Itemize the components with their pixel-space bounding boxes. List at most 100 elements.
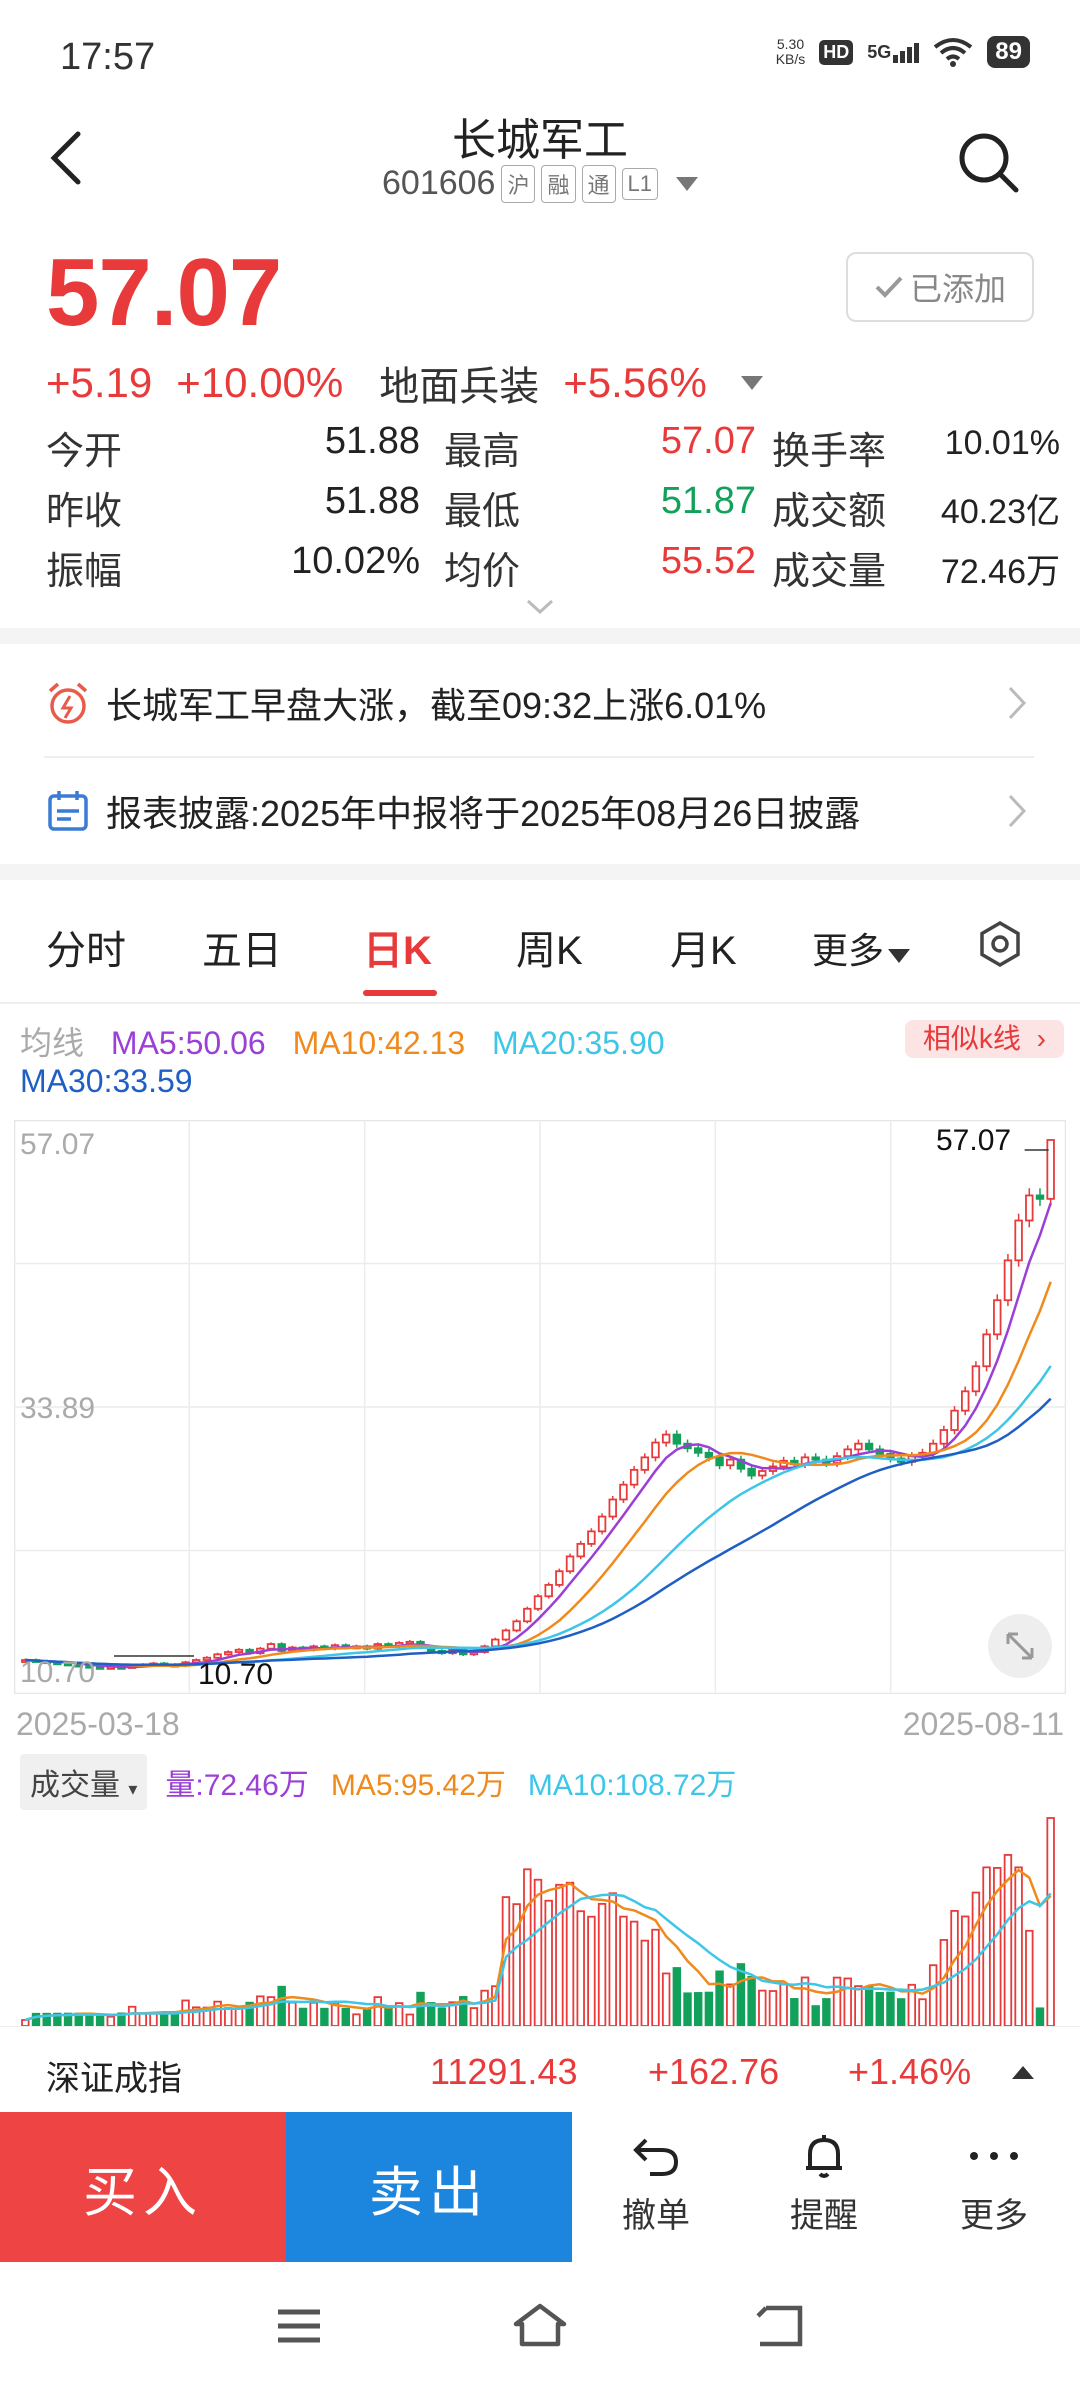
volume-bar bbox=[640, 1939, 650, 2026]
candle-body bbox=[1035, 1194, 1045, 1200]
volume-bar bbox=[875, 1991, 884, 2026]
volume-bar bbox=[704, 1991, 714, 2026]
alert-label: 提醒 bbox=[790, 2197, 858, 2235]
volume-bar bbox=[918, 1998, 927, 2026]
ma30-line bbox=[25, 1397, 1052, 1666]
stat-label: 最低 bbox=[444, 491, 521, 533]
volume-bar bbox=[127, 2005, 137, 2026]
y-axis-top-label: 57.07 bbox=[20, 1128, 96, 1161]
candle-body bbox=[576, 1542, 585, 1558]
buy-button[interactable]: 买入 bbox=[0, 2112, 286, 2262]
watchlist-added-button[interactable]: 已添加 bbox=[846, 252, 1034, 322]
market-index-bar[interactable]: 深证成指 11291.43 +162.76 +1.46% bbox=[0, 2026, 1080, 2114]
tab-daily-k[interactable]: 日K bbox=[363, 929, 432, 973]
change-line: +5.19 +10.00% 地面兵装 +5.56% bbox=[46, 354, 763, 412]
candle-body bbox=[693, 1447, 703, 1454]
candle-body bbox=[715, 1456, 724, 1467]
ma5-value: MA5:50.06 bbox=[110, 1025, 266, 1061]
expand-chevron-icon[interactable] bbox=[525, 598, 555, 616]
volume-indicator-select[interactable]: 成交量 ▾ bbox=[20, 1754, 148, 1810]
volume-bar bbox=[726, 1983, 735, 2026]
tab-five-day[interactable]: 五日 bbox=[202, 929, 282, 973]
volume-bar bbox=[993, 1867, 1002, 2026]
fullscreen-button[interactable] bbox=[988, 1614, 1052, 1678]
min-price-label: 10.70 bbox=[198, 1658, 274, 1691]
sector-name[interactable]: 地面兵装 bbox=[379, 365, 540, 409]
candle-body bbox=[961, 1390, 970, 1412]
candle-body bbox=[597, 1515, 607, 1533]
candle-body bbox=[854, 1442, 863, 1451]
volume-legend: 成交量 ▾ 量:72.46万 MA5:95.42万 MA10:108.72万 bbox=[20, 1754, 758, 1810]
volume-chart[interactable] bbox=[14, 1804, 1066, 2026]
volume-bar bbox=[779, 1983, 788, 2026]
news-item[interactable]: 长城军工早盘大涨，截至09:32上涨6.01% bbox=[44, 650, 1034, 756]
max-price-label: 57.07 bbox=[936, 1124, 1012, 1157]
candle-body bbox=[224, 1651, 233, 1656]
chart-settings-icon[interactable] bbox=[976, 920, 1024, 968]
tab-more[interactable]: 更多 bbox=[812, 922, 911, 974]
chart-tabs: 分时 五日 日K 周K 月K 更多 bbox=[0, 880, 1080, 1000]
volume-bar bbox=[149, 2012, 158, 2026]
volume-bar bbox=[715, 1970, 724, 2026]
candle-body bbox=[523, 1607, 532, 1623]
tab-monthly-k[interactable]: 月K bbox=[670, 929, 737, 973]
volume-bar bbox=[950, 1910, 959, 2026]
candle-body bbox=[555, 1570, 564, 1586]
cancel-order-button[interactable]: 撤单 bbox=[576, 2130, 736, 2237]
tab-weekly-k[interactable]: 周K bbox=[516, 929, 583, 973]
ma-legend: 均线 MA5:50.06 MA10:42.13 MA20:35.90 MA30:… bbox=[20, 1024, 1060, 1100]
back-nav-icon[interactable] bbox=[752, 2302, 806, 2350]
volume-bar bbox=[138, 2012, 148, 2026]
sector-dropdown-icon[interactable] bbox=[740, 376, 763, 390]
volume-bar bbox=[277, 1985, 286, 2026]
volume-bar bbox=[523, 1868, 532, 2026]
wifi-icon bbox=[934, 38, 973, 67]
date-start: 2025-03-18 bbox=[16, 1706, 180, 1742]
stat-value: 10.02% bbox=[291, 540, 420, 582]
news-item[interactable]: 报表披露:2025年中报将于2025年08月26日披露 bbox=[44, 758, 1034, 864]
more-actions-button[interactable]: 更多 bbox=[914, 2130, 1074, 2237]
candle-body bbox=[491, 1638, 500, 1648]
stat-value: 51.87 bbox=[660, 480, 756, 522]
fullscreen-icon bbox=[1006, 1632, 1034, 1660]
dropdown-caret-icon[interactable] bbox=[676, 176, 698, 191]
volume-bar bbox=[651, 1928, 660, 2026]
stock-code-line[interactable]: 601606 沪 融 通 L1 bbox=[0, 164, 1080, 203]
volume-bar bbox=[352, 2013, 361, 2026]
candle-body bbox=[501, 1629, 511, 1641]
news-separator bbox=[44, 756, 1034, 758]
candle-body bbox=[533, 1595, 543, 1610]
candle-body bbox=[747, 1467, 756, 1477]
candle-body bbox=[661, 1433, 671, 1444]
volume-bar bbox=[790, 1998, 799, 2026]
index-name: 深证成指 bbox=[46, 2060, 182, 2098]
candlestick-chart[interactable] bbox=[14, 1120, 1066, 1694]
home-icon[interactable] bbox=[510, 2300, 570, 2350]
similar-k-button[interactable]: 相似k线 › bbox=[904, 1020, 1064, 1058]
candle-body bbox=[982, 1333, 991, 1368]
alert-button[interactable]: 提醒 bbox=[744, 2130, 904, 2237]
back-arrow-icon[interactable] bbox=[46, 130, 86, 186]
volume-bar bbox=[1003, 1854, 1013, 2026]
candle-body bbox=[864, 1442, 874, 1451]
volume-bar bbox=[822, 1998, 831, 2026]
volume-bar bbox=[811, 2005, 820, 2026]
volume-bar bbox=[416, 1991, 425, 2026]
menu-icon[interactable] bbox=[274, 2306, 324, 2346]
sell-button[interactable]: 卖出 bbox=[286, 2112, 572, 2262]
index-value: 11291.43 bbox=[430, 2051, 578, 2092]
tab-more-label: 更多 bbox=[812, 930, 885, 971]
expand-up-icon[interactable] bbox=[1010, 2063, 1036, 2081]
volume-bar bbox=[597, 1902, 607, 2026]
search-icon[interactable] bbox=[956, 130, 1020, 194]
tab-intraday[interactable]: 分时 bbox=[46, 929, 126, 973]
volume-bar bbox=[213, 2000, 222, 2026]
sector-change[interactable]: +5.56% bbox=[563, 359, 707, 406]
stock-code: 601606 bbox=[382, 164, 496, 202]
system-nav-bar bbox=[0, 2262, 1080, 2388]
battery-icon: 89 bbox=[987, 36, 1030, 68]
candle-body bbox=[704, 1451, 714, 1459]
index-pct: +1.46% bbox=[848, 2051, 972, 2092]
volume-bar bbox=[886, 1991, 895, 2026]
stat-label: 最高 bbox=[444, 431, 521, 473]
